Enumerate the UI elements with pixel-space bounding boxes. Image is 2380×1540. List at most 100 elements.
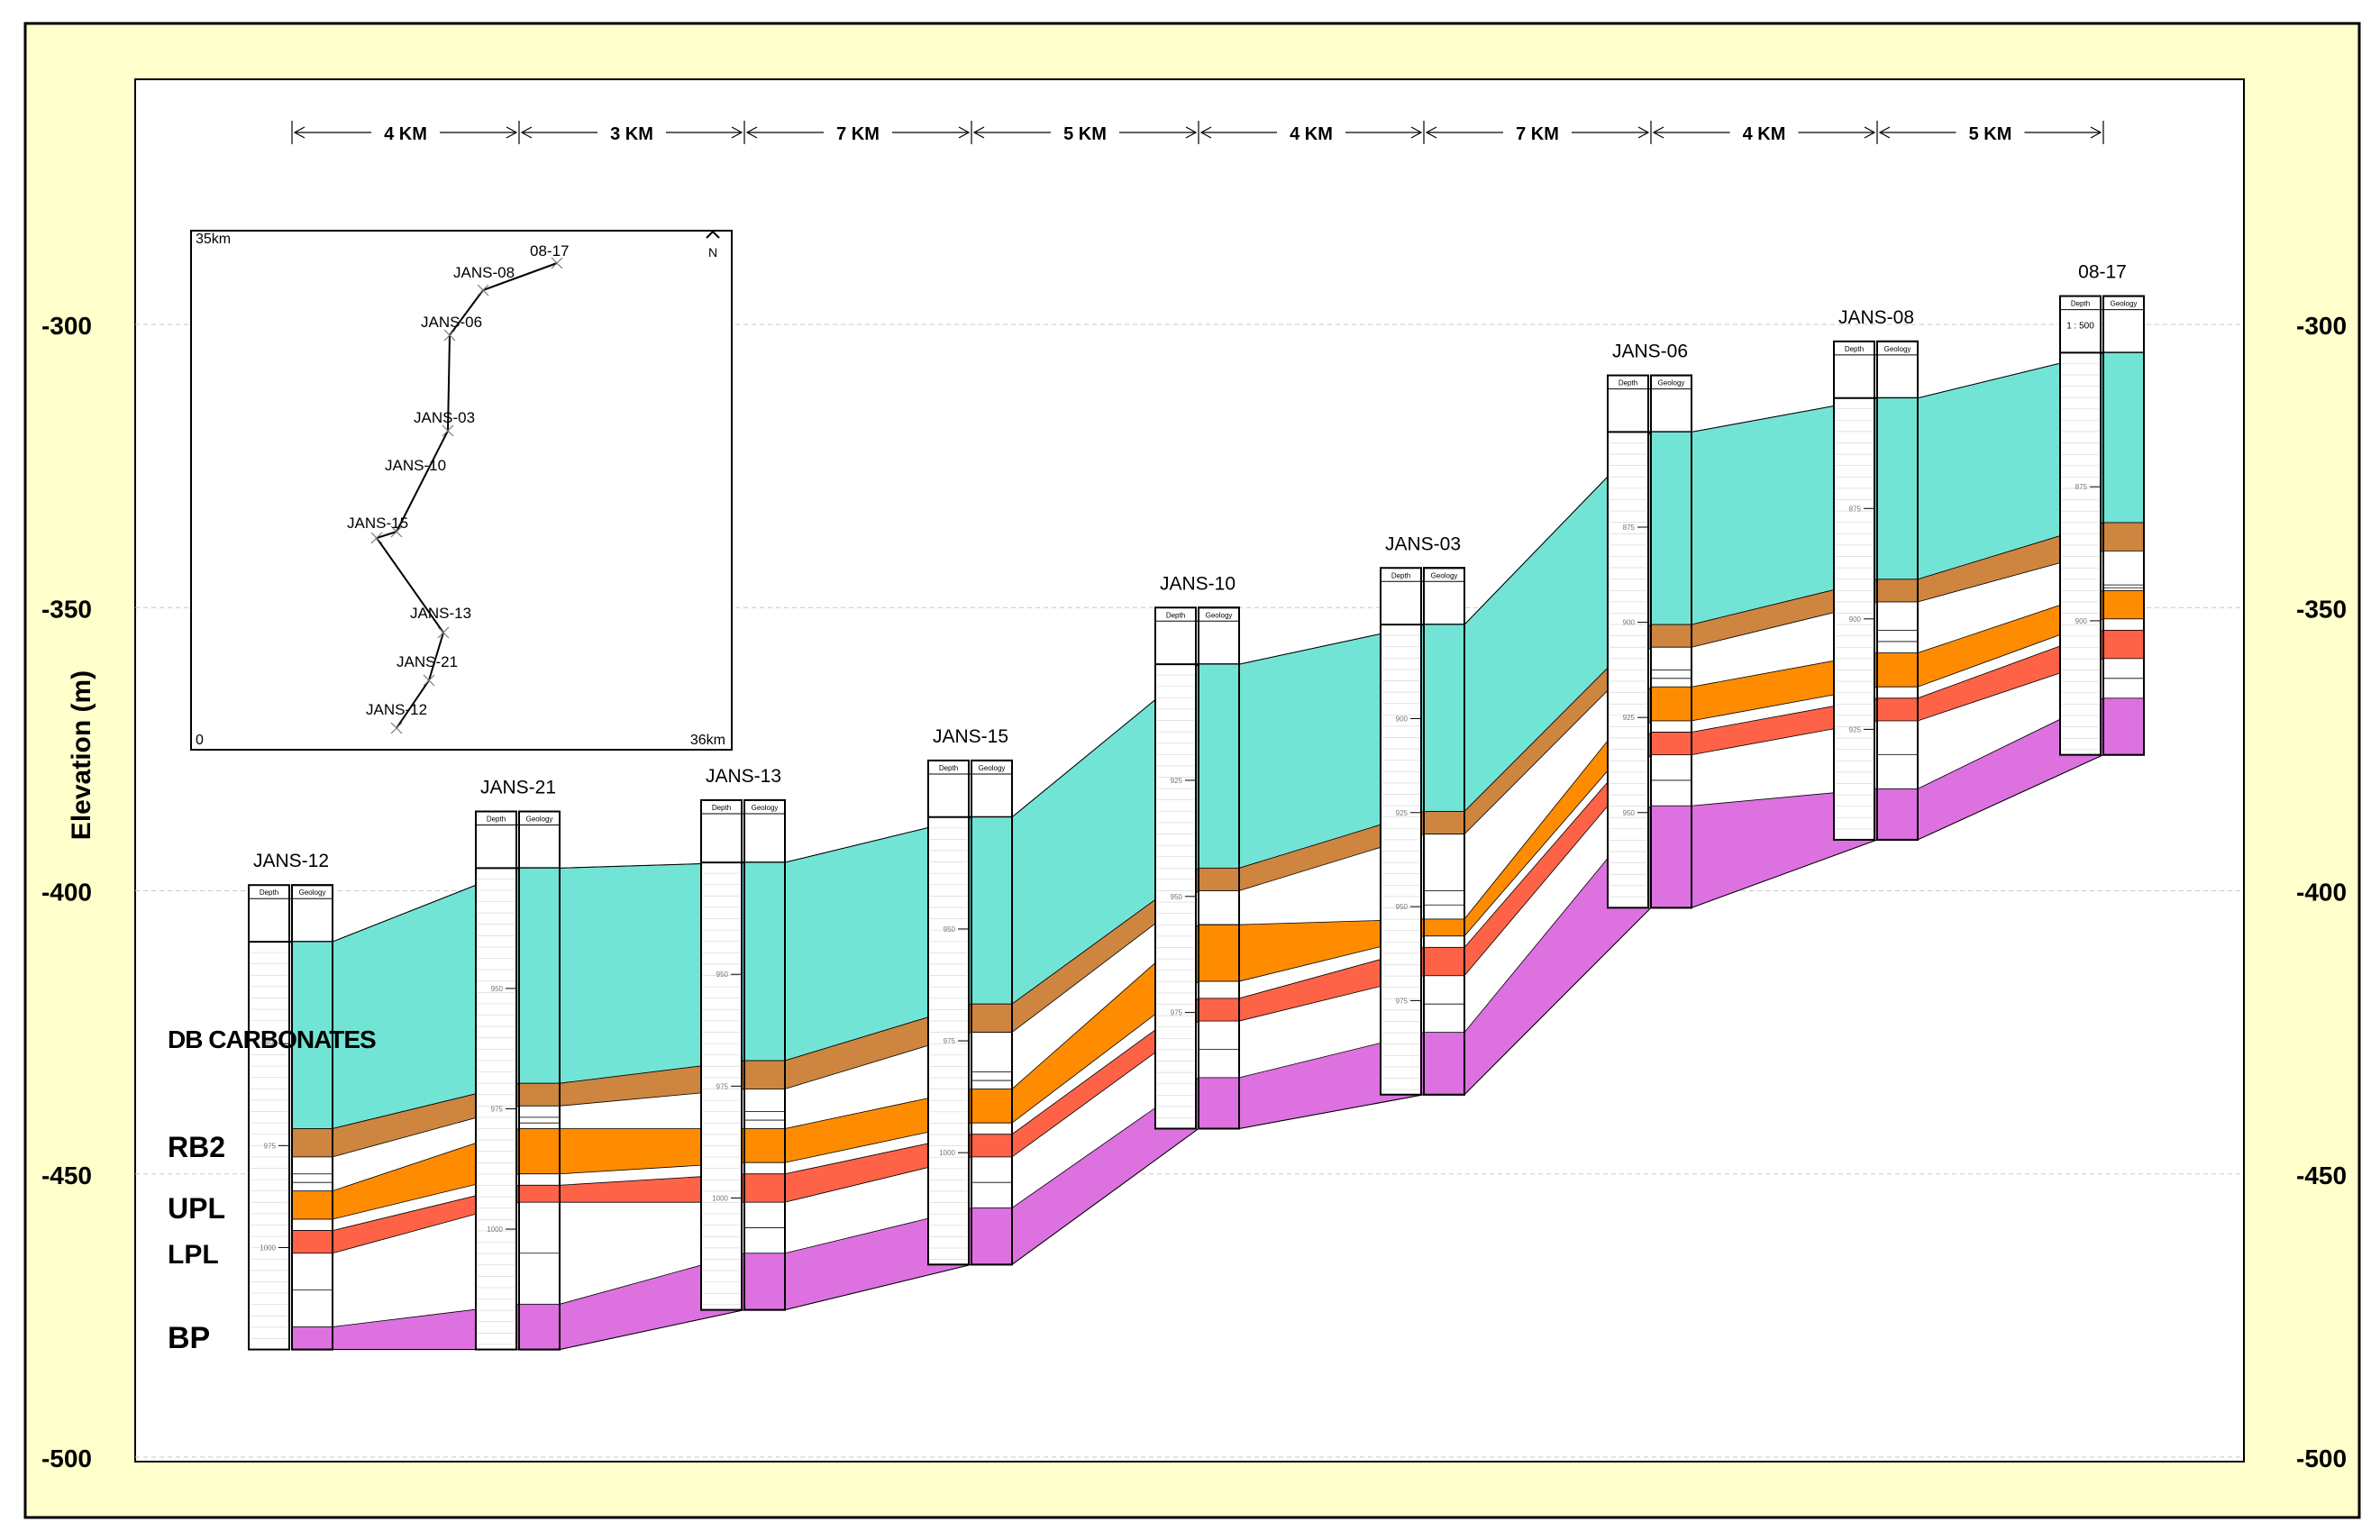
arrow-left [1199, 126, 1212, 139]
geology-layer-rb2 [743, 1060, 786, 1089]
inset-well-label: JANS-06 [421, 314, 482, 331]
depth-label: 1000 [939, 1149, 955, 1157]
geology-layer-gap1 [971, 1032, 1013, 1073]
arrow-left [745, 126, 758, 139]
well-marker-icon [437, 626, 450, 639]
inset-well-label: JANS-12 [366, 701, 427, 718]
geology-layer-gap2 [743, 1162, 786, 1175]
well-jans-13: JANS-13 Depth Geology 950 975 1000 [700, 766, 786, 1311]
geology-layer-gap1 [2102, 551, 2145, 586]
panel-bottom-line [559, 1309, 745, 1351]
geology-column-frame [1198, 606, 1240, 1130]
geology-layer-gap2 [518, 1173, 561, 1186]
geology-header: Geology [2111, 300, 2138, 308]
well-jans-06: JANS-06 Depth Geology 875 900 925 950 [1607, 342, 1692, 909]
depth-label: 975 [264, 1142, 277, 1150]
depth-label: 950 [1396, 903, 1409, 911]
depth-label: 900 [2075, 617, 2088, 625]
well-marker-icon [423, 674, 435, 687]
distance-label-bg [371, 120, 440, 145]
depth-label: 875 [2075, 483, 2088, 491]
depth-label: 975 [1171, 1009, 1183, 1017]
north-arrow-icon [706, 230, 720, 239]
geology-layer-gap2 [291, 1218, 333, 1232]
geology-layer-upl [1423, 918, 1465, 937]
arrow-right [1637, 126, 1650, 139]
arrow-right [1185, 126, 1198, 139]
distance-label-bg [1051, 120, 1119, 145]
geology-column-frame [291, 884, 333, 1351]
panel-bottom-line [1238, 1094, 1425, 1129]
distance-label-bg [824, 120, 892, 145]
depth-column [1380, 567, 1422, 1096]
formation-label: BP [168, 1321, 210, 1355]
well-name-label: JANS-10 [1160, 573, 1236, 594]
geology-layer-rb2 [1650, 624, 1692, 648]
geology-layer-db [518, 867, 561, 1084]
well-name-label: JANS-06 [1612, 342, 1688, 362]
depth-label: 975 [944, 1037, 956, 1045]
y-tick-label-right: -500 [2296, 1444, 2347, 1472]
formation-label: LPL [168, 1240, 219, 1270]
inset-well-label: 08-17 [530, 242, 569, 260]
geology-layer-rb2 [1876, 579, 1919, 603]
distance-label-bg [1277, 120, 1345, 145]
depth-label: 900 [1623, 619, 1636, 627]
well-name-label: JANS-21 [480, 778, 556, 798]
depth-header: Depth [1845, 345, 1864, 353]
depth-label: 900 [1849, 615, 1862, 624]
depth-label: 925 [1171, 777, 1183, 785]
depth-label: 975 [1396, 997, 1409, 1005]
geology-layer-lpl [1423, 946, 1465, 977]
well-jans-08: JANS-08 Depth Geology 875 900 925 [1833, 307, 1919, 841]
depth-column [1607, 374, 1649, 909]
geology-layer-gap2 [2102, 618, 2145, 631]
geology-layer-bp [291, 1326, 333, 1350]
y-tick-label-left: -500 [41, 1444, 92, 1472]
geology-layer-upl [743, 1128, 786, 1163]
geology-layer-gap1 [1876, 601, 1919, 631]
depth-header: Depth [939, 764, 958, 772]
distance-label: 7 KM [836, 124, 880, 144]
distance-label-bg [1956, 120, 2025, 145]
geology-column-frame [518, 810, 561, 1351]
geology-column-frame [1423, 567, 1465, 1096]
depth-label: 875 [1623, 524, 1636, 532]
well-name-label: JANS-15 [933, 726, 1008, 747]
correlation-panels [332, 351, 2104, 1351]
distance-label: 7 KM [1516, 124, 1559, 144]
depth-label: 925 [1623, 714, 1636, 722]
y-tick-label-right: -350 [2296, 595, 2347, 623]
formation-label: DB CARBONATES [168, 1025, 376, 1053]
geology-header: Geology [752, 804, 779, 812]
depth-label: 975 [716, 1082, 729, 1090]
well-jans-12: JANS-12 Depth Geology 950 975 1000 [248, 851, 333, 1351]
geology-layer-lpl [518, 1184, 561, 1203]
inset-well-label: JANS-08 [453, 264, 515, 281]
geology-column-frame [2102, 295, 2145, 756]
arrow-left [1425, 126, 1437, 139]
y-tick-label-left: -350 [41, 595, 92, 623]
arrow-right [731, 126, 743, 139]
y-tick-label-left: -450 [41, 1162, 92, 1189]
depth-header: Depth [487, 816, 506, 824]
geology-column-frame [1876, 340, 1919, 841]
distance-label: 3 KM [610, 124, 653, 144]
depth-column [927, 759, 970, 1266]
geology-layer-bp [1423, 1032, 1465, 1096]
geology-layer-rb2 [2102, 522, 2145, 551]
geology-layer-upl [1650, 686, 1692, 722]
geology-layer-gap2 [1876, 686, 1919, 699]
geology-layer-lpl [1650, 732, 1692, 756]
geology-layer-db [971, 816, 1013, 1005]
inset-well-label: JANS-13 [410, 605, 471, 622]
depth-label: 1000 [487, 1226, 503, 1234]
depth-column [248, 884, 290, 1351]
geology-layer-bp [518, 1303, 561, 1350]
y-tick-label-right: -450 [2296, 1162, 2347, 1189]
geology-layer-gap1 [291, 1156, 333, 1175]
arrow-left [293, 126, 305, 139]
geology-layer-rb2 [291, 1128, 333, 1158]
arrow-left [1878, 126, 1891, 139]
geology-column-frame [743, 798, 786, 1311]
